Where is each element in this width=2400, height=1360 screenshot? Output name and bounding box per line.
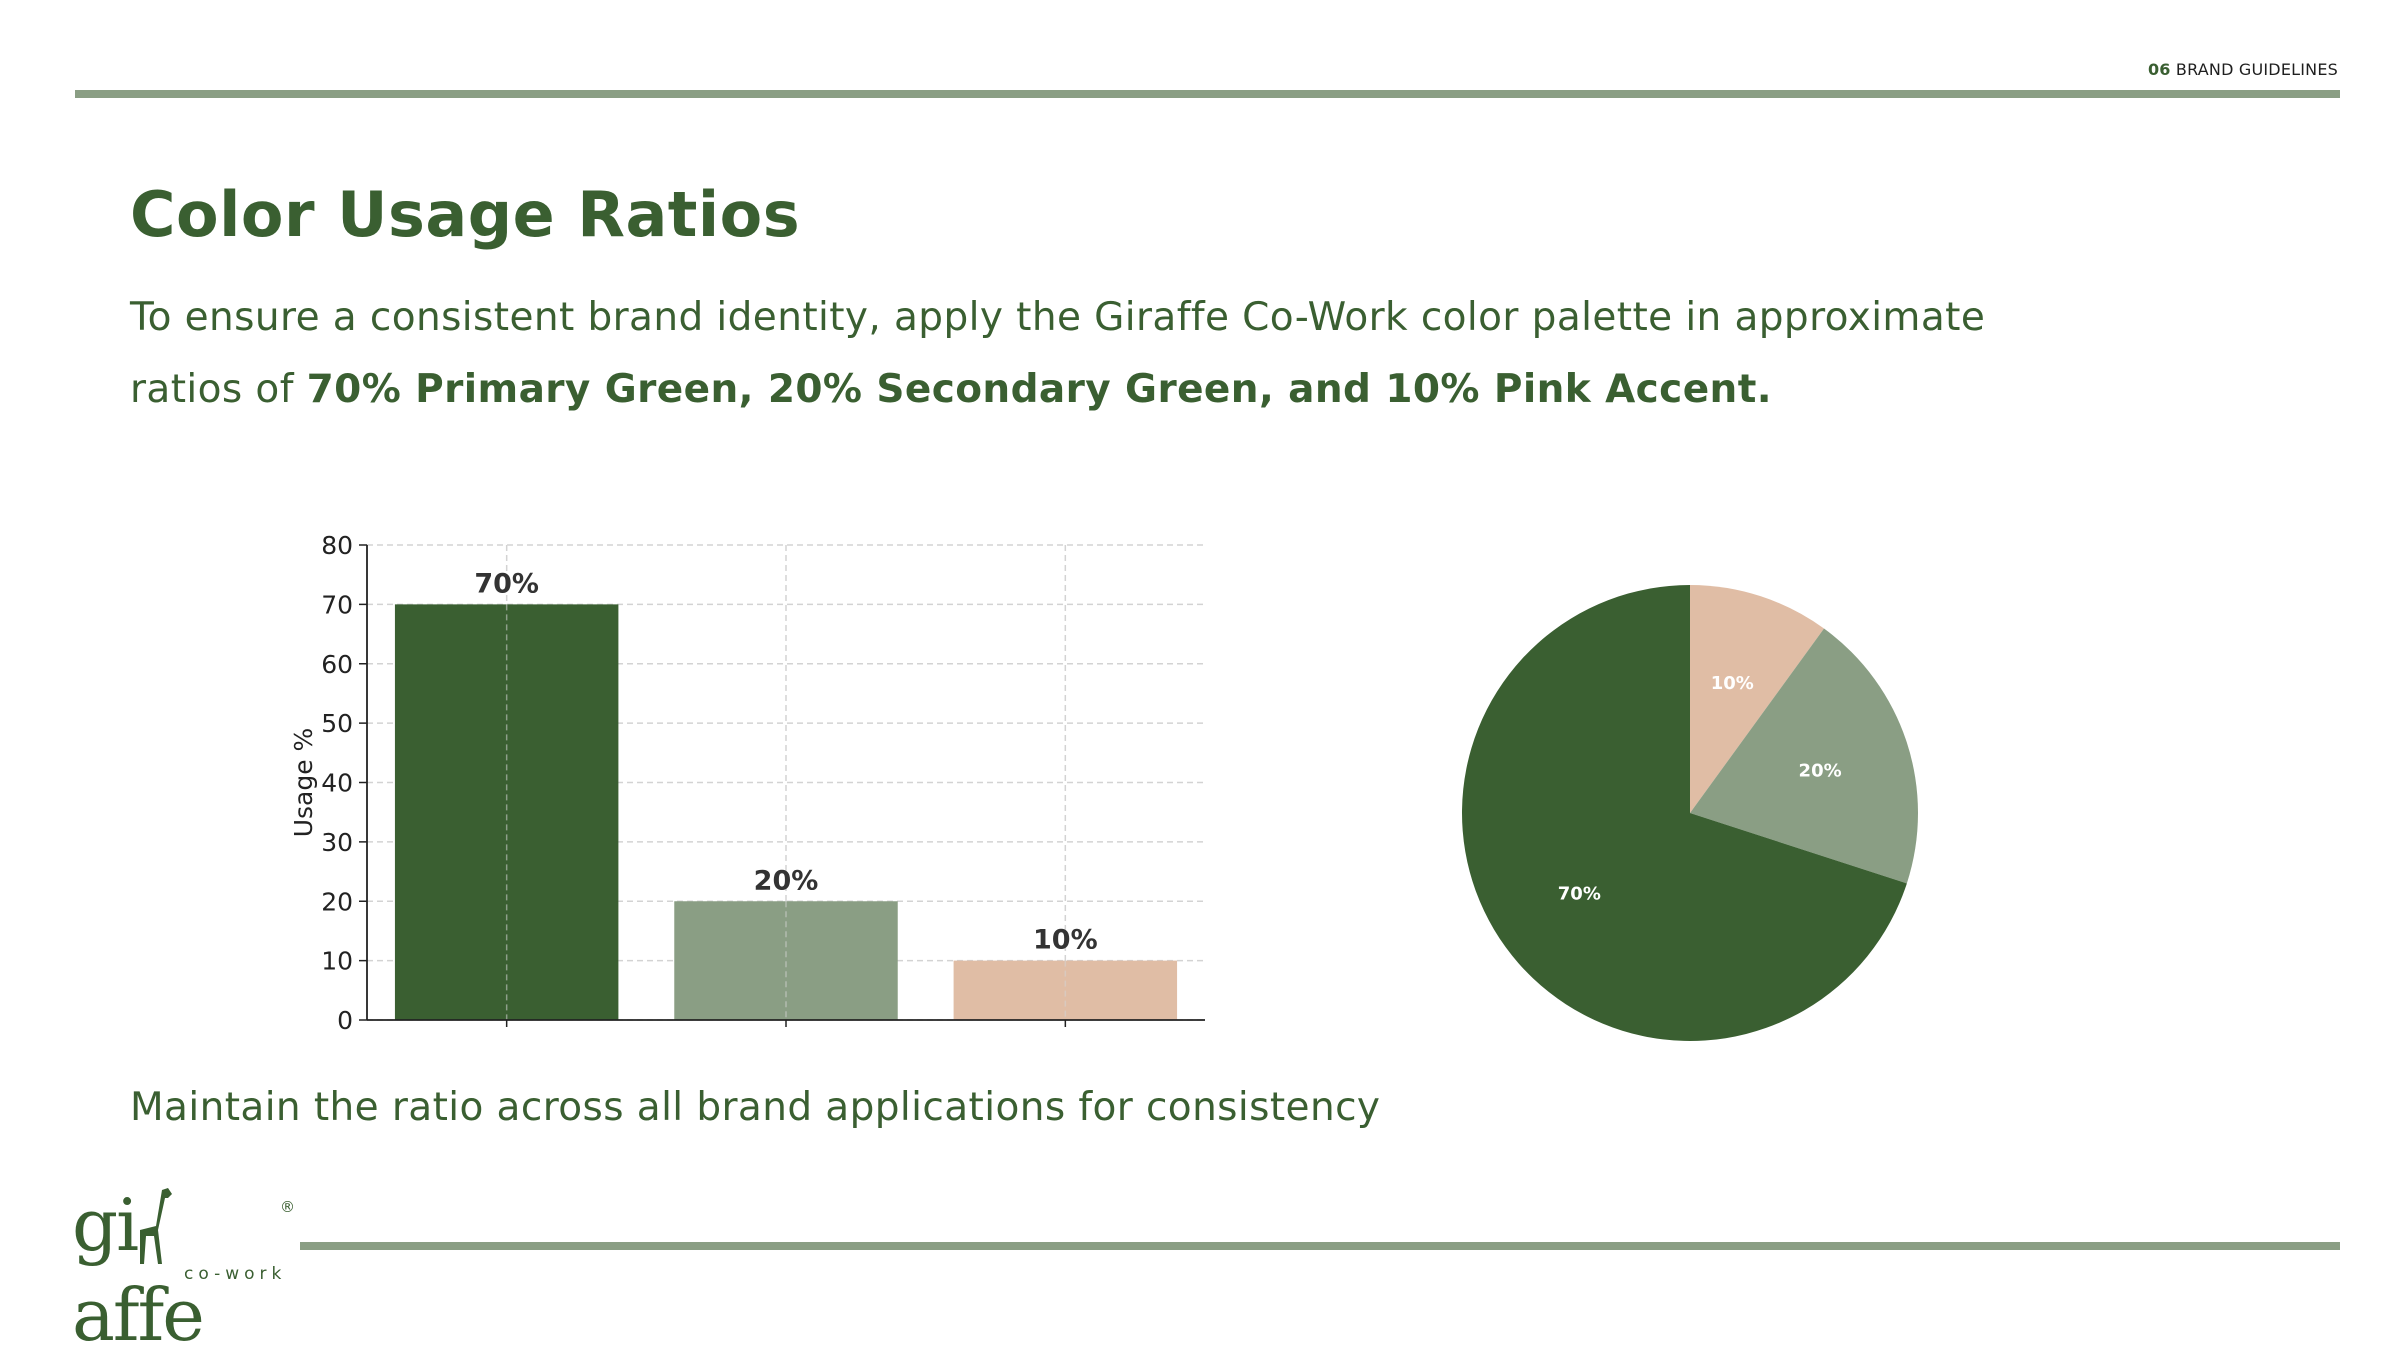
y-tick-label: 70 — [321, 590, 353, 619]
pie-slice — [1462, 585, 1907, 1041]
y-tick-label: 0 — [337, 1006, 353, 1035]
top-divider — [75, 90, 2340, 98]
section-title: BRAND GUIDELINES — [2175, 60, 2338, 79]
bar — [394, 604, 619, 1020]
y-tick-label: 80 — [321, 531, 353, 560]
y-tick-label: 50 — [321, 709, 353, 738]
intro-emphasis: 70% Primary Green, 20% Secondary Green, … — [306, 367, 1772, 412]
section-number: 06 — [2147, 60, 2171, 79]
footer-note: Maintain the ratio across all brand appl… — [130, 1085, 1381, 1130]
section-header: 06 BRAND GUIDELINES — [2148, 60, 2338, 79]
logo-tagline: co-work — [184, 1264, 287, 1284]
y-tick-label: 10 — [321, 947, 353, 976]
y-tick-label: 40 — [321, 769, 353, 798]
giraffe-icon — [140, 1188, 172, 1264]
bar — [674, 901, 898, 1020]
intro-paragraph: To ensure a consistent brand identity, a… — [130, 282, 2090, 426]
pie-slice-label: 20% — [1799, 761, 1842, 782]
pie-slice — [1690, 585, 1825, 813]
bar — [953, 960, 1178, 1020]
registered-mark: ® — [280, 1198, 295, 1216]
giraffe-logo: giaffe ® co-work — [72, 1180, 302, 1357]
pie-slice-label: 10% — [1711, 673, 1754, 694]
bottom-divider — [300, 1242, 2340, 1250]
bar-value-label: 10% — [1033, 925, 1098, 956]
y-axis-label: Usage % — [289, 728, 318, 838]
bar-value-label: 20% — [754, 865, 819, 896]
logo-wordmark: giaffe — [72, 1183, 205, 1357]
y-tick-label: 20 — [321, 887, 353, 916]
y-tick-label: 60 — [321, 650, 353, 679]
pie-slice — [1690, 628, 1918, 884]
usage-pie-chart: 10% 20% 70% — [1462, 585, 1918, 1041]
page-title: Color Usage Ratios — [130, 178, 801, 251]
bar-value-label: 70% — [474, 568, 539, 599]
pie-slice-label: 70% — [1558, 883, 1601, 904]
intro-text: To ensure a consistent brand identity, a… — [130, 295, 1986, 412]
usage-bar-chart: 70% 20% 10% 0 10 20 30 40 50 60 70 80 Usage % — [289, 531, 1205, 1035]
y-tick-label: 30 — [321, 828, 353, 857]
